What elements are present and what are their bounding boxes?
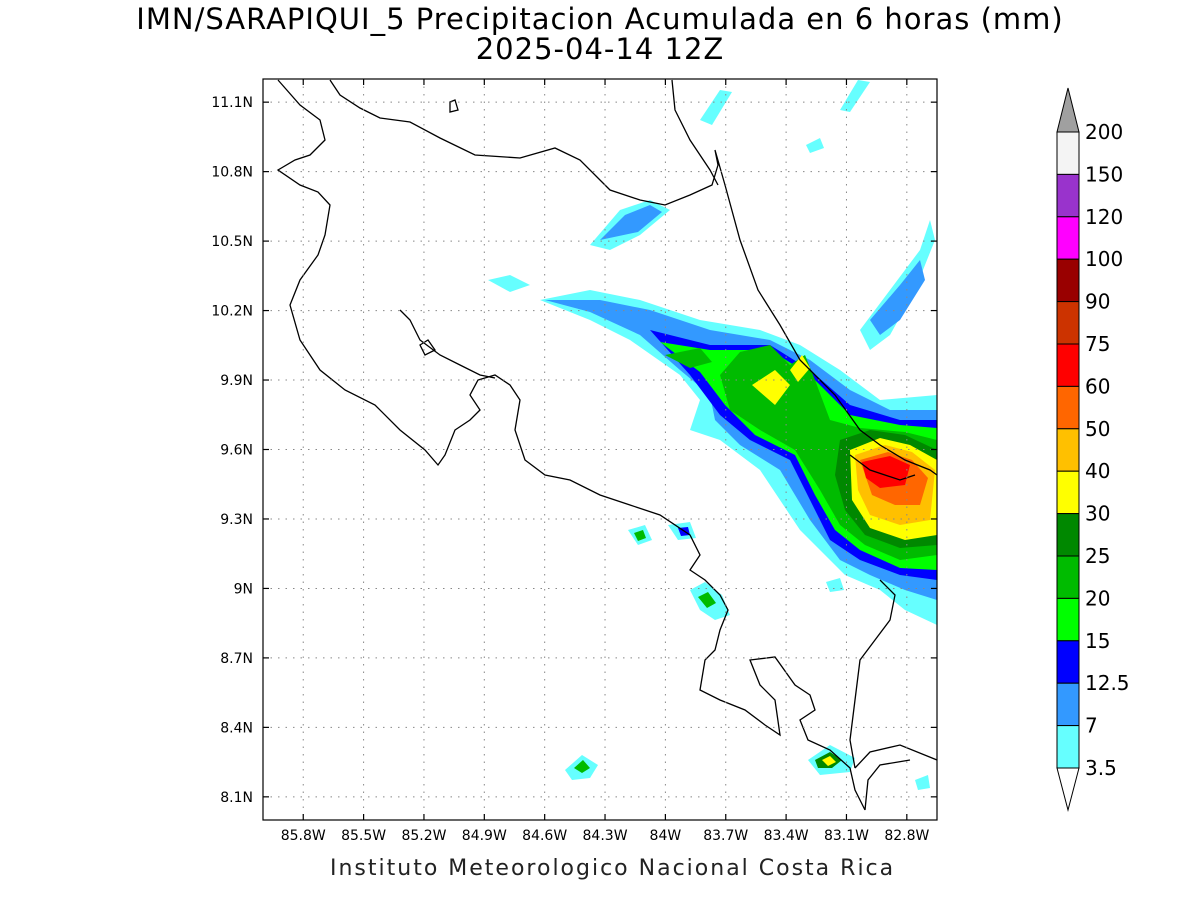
colorbar-label: 60: [1085, 374, 1110, 398]
precip-area-30: [822, 756, 836, 766]
colorbar-overflow-arrow: [1056, 87, 1080, 133]
x-tick-label: 84.6W: [522, 828, 567, 844]
colorbar-legend: 200 150 120 100 90 75 60 50 40 30 25 20 15 12.5 7 3.5: [1056, 87, 1130, 812]
precip-area-20: [574, 760, 590, 773]
precip-area-30: [790, 355, 810, 382]
colorbar-segment: [1056, 131, 1080, 175]
precip-area-3.5: [860, 220, 935, 350]
colorbar-label: 120: [1085, 205, 1123, 229]
x-tick-label: 84.3W: [583, 828, 628, 844]
colorbar-label: 40: [1085, 459, 1110, 483]
y-axis-ticks: 11.1N 10.8N 10.5N 10.2N 9.9N 9.6N 9.3N 9N 8.7N 8.…: [211, 95, 937, 806]
y-tick-label: 9N: [234, 581, 253, 597]
colorbar-label: 100: [1085, 247, 1123, 271]
x-tick-label: 85.2W: [401, 828, 446, 844]
colorbar-segment: [1056, 555, 1080, 599]
colorbar-segment: [1056, 216, 1080, 260]
y-tick-label: 8.4N: [220, 720, 253, 736]
colorbar-label: 200: [1085, 120, 1123, 144]
coastline: [276, 79, 937, 811]
precip-area-3.5: [488, 275, 530, 292]
x-tick-label: 82.8W: [884, 828, 929, 844]
colorbar-label: 25: [1085, 544, 1110, 568]
map-title: IMN/SARAPIQUI_5 Precipitacion Acumulada …: [136, 2, 1064, 36]
colorbar-segment: [1056, 513, 1080, 557]
precip-area-3.5: [826, 578, 844, 592]
footer-credit: Instituto Meteorologico Nacional Costa R…: [330, 856, 896, 881]
colorbar-segment: [1056, 343, 1080, 387]
y-tick-label: 8.7N: [220, 651, 253, 667]
colorbar-label: 20: [1085, 586, 1110, 610]
y-tick-label: 9.9N: [220, 373, 253, 389]
y-tick-label: 8.1N: [220, 790, 253, 806]
colorbar-label: 90: [1085, 290, 1110, 314]
precipitation-field: [488, 80, 937, 790]
precip-area-3.5: [806, 138, 824, 153]
y-tick-label: 10.2N: [211, 304, 253, 320]
colorbar-segment: [1056, 725, 1080, 769]
colorbar-label: 50: [1085, 417, 1110, 441]
colorbar-segment: [1056, 470, 1080, 515]
y-tick-label: 9.6N: [220, 443, 253, 459]
colorbar-segment: [1056, 428, 1080, 472]
colorbar-label: 15: [1085, 629, 1110, 653]
x-tick-label: 83.1W: [824, 828, 869, 844]
colorbar-label: 12.5: [1085, 671, 1130, 695]
x-axis-ticks: 85.8W 85.5W 85.2W 84.9W 84.6W 84.3W 84W 83.7W 83…: [281, 79, 929, 844]
colorbar-segment: [1056, 385, 1080, 430]
colorbar-label: 3.5: [1085, 756, 1117, 780]
colorbar-underflow-arrow: [1056, 767, 1080, 812]
colorbar-segment: [1056, 258, 1080, 303]
x-tick-label: 85.8W: [281, 828, 326, 844]
colorbar-segment: [1056, 597, 1080, 642]
y-tick-label: 10.5N: [211, 234, 253, 250]
precip-area-20: [665, 348, 712, 368]
precip-area-3.5: [915, 775, 930, 790]
x-tick-label: 83.4W: [764, 828, 809, 844]
y-tick-label: 9.3N: [220, 512, 253, 528]
precip-area-7: [600, 205, 662, 240]
colorbar-segment: [1056, 682, 1080, 727]
precip-area-3.5: [700, 90, 732, 125]
colorbar-label: 75: [1085, 332, 1110, 356]
colorbar-segment: [1056, 301, 1080, 345]
y-tick-label: 10.8N: [211, 165, 253, 181]
precip-area-20: [634, 530, 646, 541]
colorbar-segment: [1056, 640, 1080, 684]
x-tick-label: 84W: [650, 828, 682, 844]
x-tick-label: 85.5W: [341, 828, 386, 844]
colorbar-label: 30: [1085, 502, 1110, 526]
colorbar-label: 150: [1085, 162, 1123, 186]
colorbar-label: 7: [1085, 714, 1098, 738]
precip-area-3.5: [840, 80, 870, 112]
x-tick-label: 84.9W: [462, 828, 507, 844]
y-tick-label: 11.1N: [211, 95, 253, 111]
precip-area-20: [698, 592, 716, 608]
x-tick-label: 83.7W: [703, 828, 748, 844]
precip-area-30: [752, 370, 790, 405]
map-subtitle-date: 2025-04-14 12Z: [475, 32, 725, 66]
colorbar-segment: [1056, 173, 1080, 218]
precip-area-7: [870, 260, 925, 335]
